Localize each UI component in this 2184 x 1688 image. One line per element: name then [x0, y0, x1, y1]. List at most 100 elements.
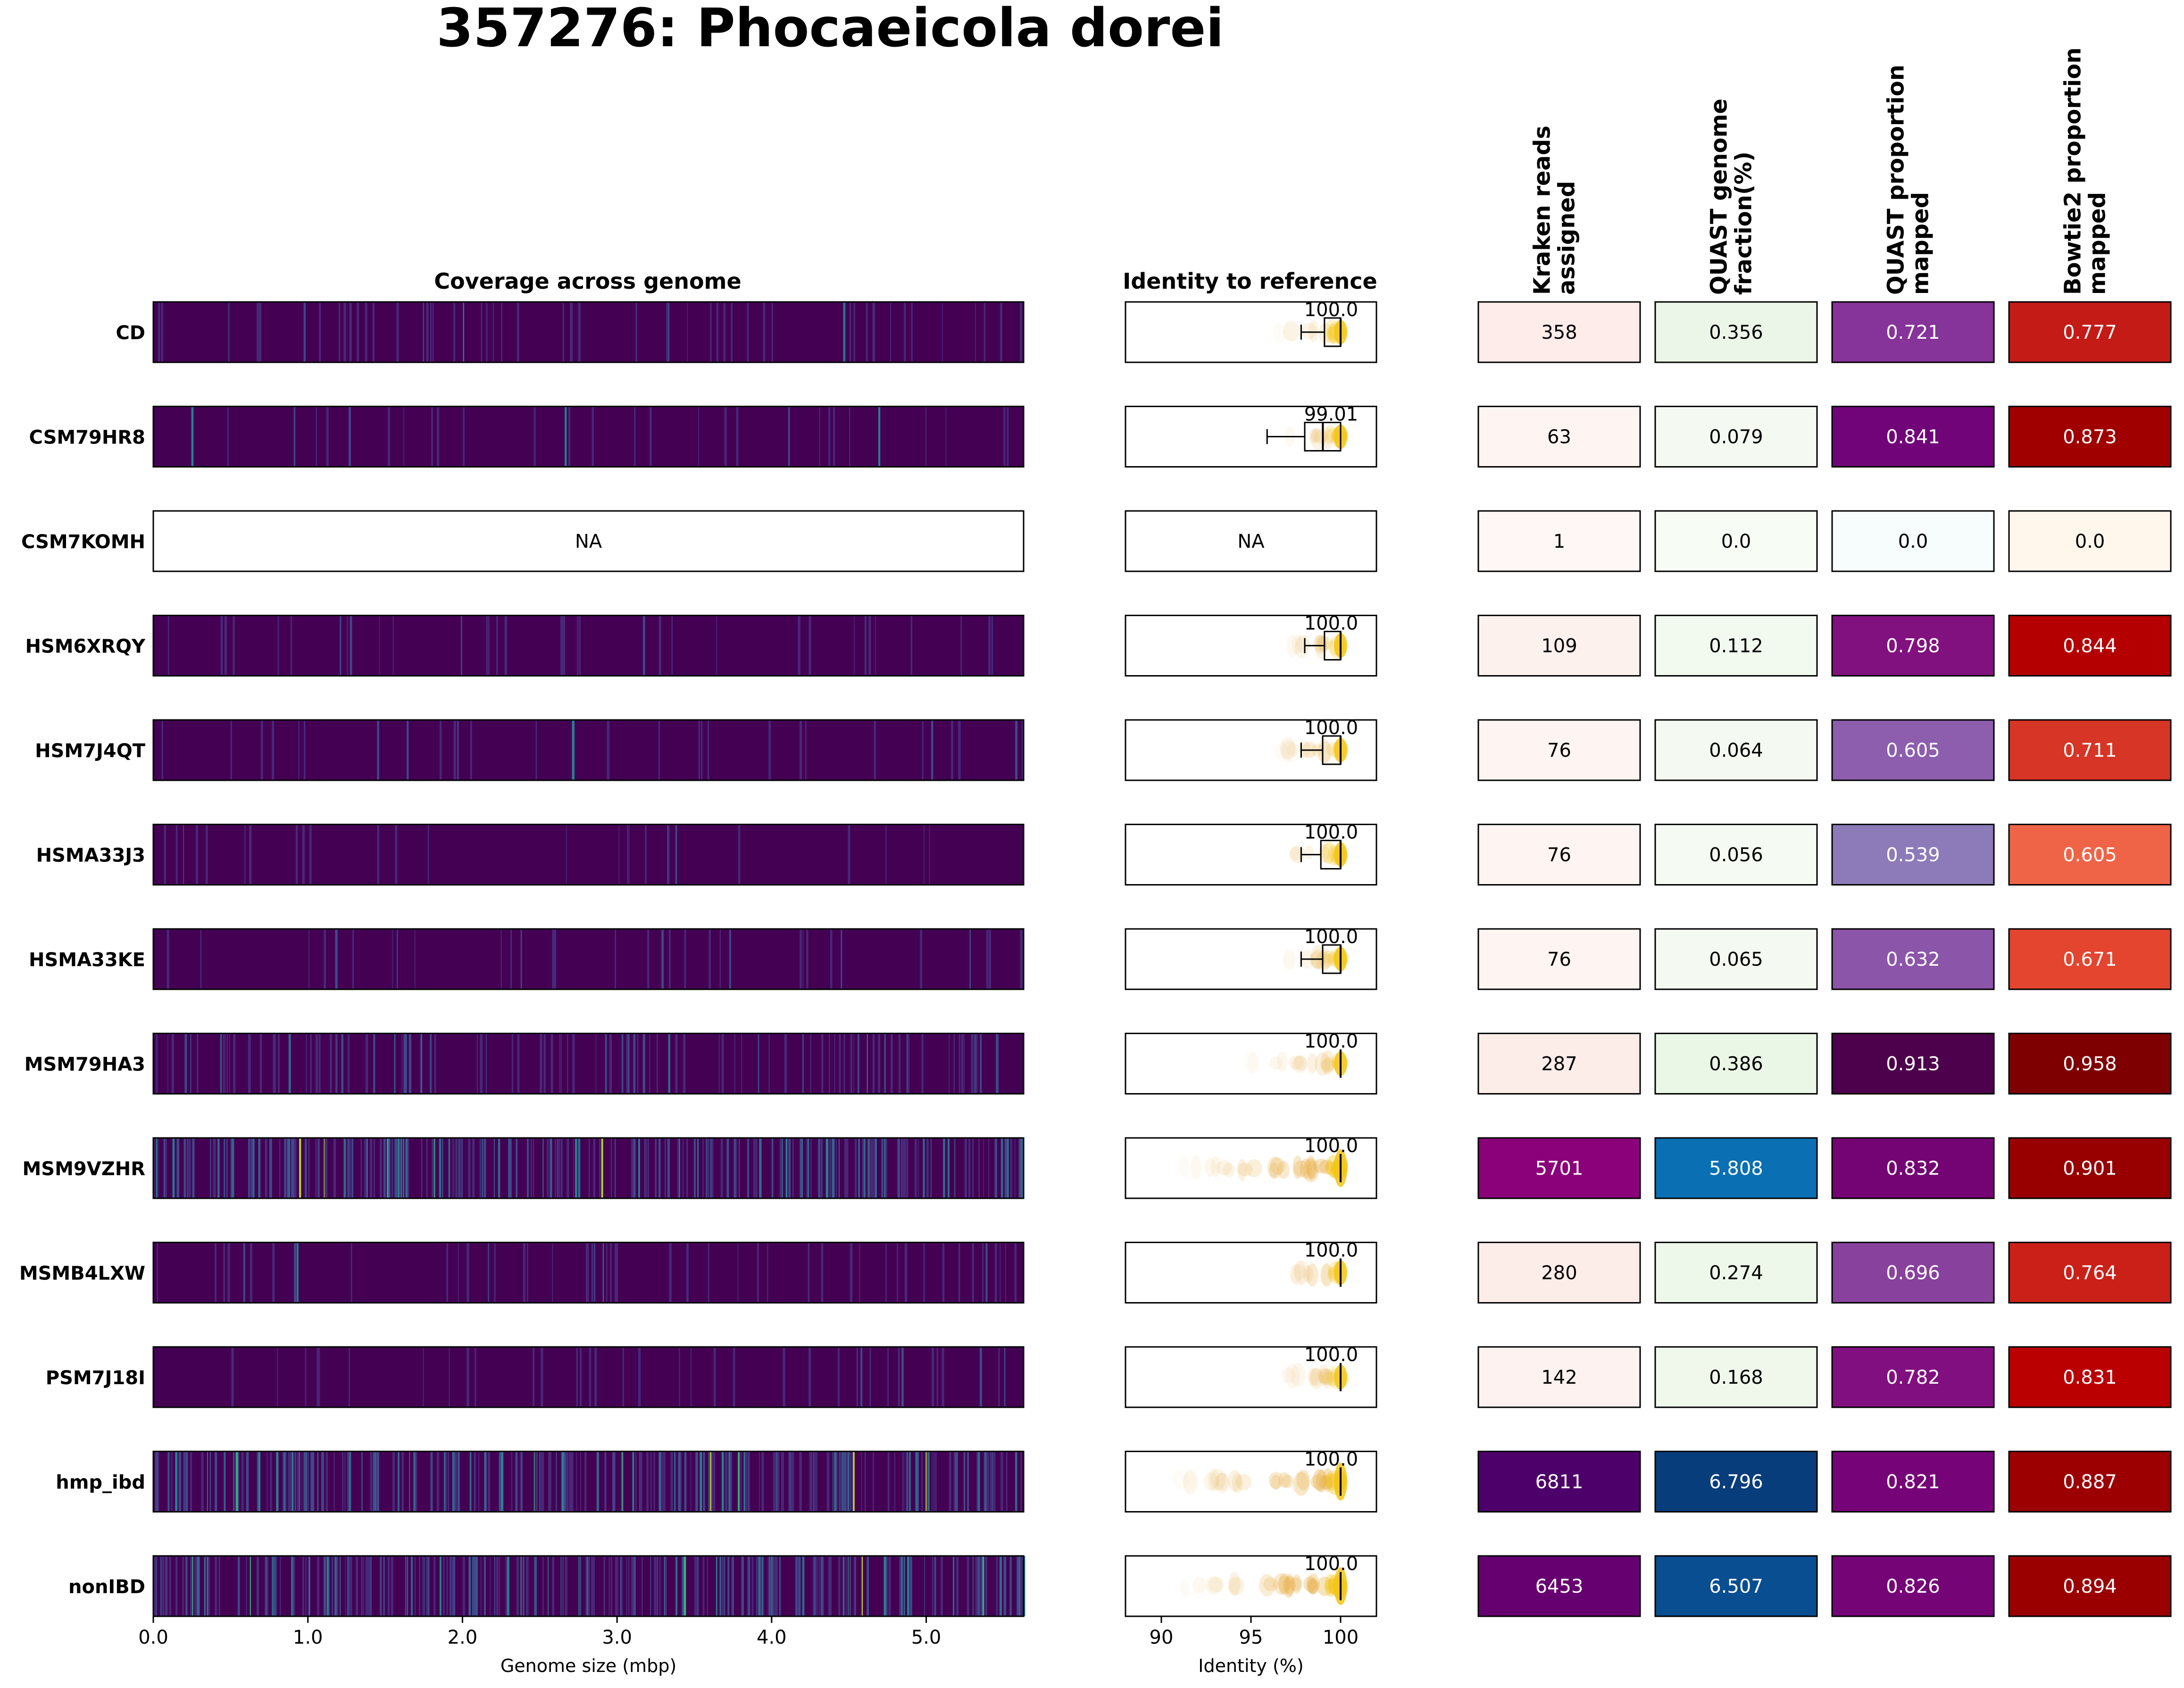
coverage-bar	[655, 1138, 657, 1198]
coverage-bar	[690, 1451, 692, 1512]
identity-point	[1300, 1158, 1312, 1179]
coverage-bar	[577, 615, 579, 676]
coverage-bar	[908, 1033, 910, 1094]
coverage-bar	[331, 1556, 333, 1616]
coverage-bar	[942, 302, 943, 362]
coverage-bar	[932, 1451, 933, 1512]
coverage-bar	[391, 1138, 393, 1198]
coverage-bar	[317, 1451, 318, 1512]
coverage-bar	[678, 1451, 680, 1512]
sample-row: nonIBD 100.0 6453 6.507 0.826 0.894	[68, 1553, 2172, 1617]
metric-value: 0.826	[1886, 1576, 1940, 1597]
coverage-bar	[325, 1451, 328, 1512]
coverage-bar	[1006, 1138, 1008, 1198]
identity-point	[1322, 1370, 1333, 1388]
coverage-bar	[875, 1138, 877, 1198]
coverage-bar	[662, 1451, 665, 1512]
coverage-bar	[1022, 720, 1023, 780]
metric-cell	[1831, 406, 1995, 468]
coverage-bar	[743, 1451, 746, 1512]
coverage-bar	[979, 1556, 981, 1616]
metric-header-line: fraction(%)	[1731, 151, 1757, 295]
identity-point	[1314, 635, 1326, 652]
coverage-bar	[731, 1451, 732, 1512]
coverage-bar	[430, 1451, 433, 1512]
coverage-bar	[562, 1556, 564, 1616]
coverage-bar	[568, 406, 570, 467]
identity-point	[1317, 635, 1330, 652]
coverage-bar	[158, 302, 160, 362]
coverage-bar	[845, 1556, 847, 1616]
coverage-bar	[156, 1556, 157, 1616]
coverage-bar	[248, 1033, 250, 1094]
metric-cell	[2008, 1555, 2172, 1617]
metric-header: QUAST genomefraction(%)	[1706, 99, 1757, 295]
identity-point	[1318, 949, 1331, 969]
coverage-bar	[996, 1033, 999, 1094]
coverage-bar	[978, 1451, 980, 1512]
coverage-bar	[907, 1033, 908, 1094]
identity-point	[1292, 1155, 1303, 1179]
coverage-bar	[878, 1033, 880, 1094]
identity-point	[1263, 1577, 1279, 1591]
coverage-bar	[829, 1556, 831, 1616]
coverage-bar	[373, 1033, 375, 1094]
sample-row: hmp_ibd 100.0 6811 6.796 0.821 0.887	[56, 1449, 2172, 1513]
identity-point	[1303, 1265, 1314, 1283]
coverage-bar	[190, 1556, 192, 1616]
identity-x-tick-label: 90	[1150, 1627, 1174, 1648]
coverage-bar	[259, 1138, 261, 1198]
identity-point	[1319, 1159, 1335, 1175]
coverage-bar	[233, 615, 235, 676]
coverage-bar	[190, 1033, 192, 1094]
coverage-bar	[734, 1033, 735, 1094]
coverage-bar	[703, 1451, 705, 1512]
coverage-bar	[975, 1033, 978, 1094]
coverage-bar	[488, 1242, 489, 1303]
identity-point	[1246, 1159, 1262, 1178]
coverage-bar	[932, 1556, 934, 1616]
coverage-bar	[253, 1138, 255, 1198]
coverage-bar	[500, 1451, 503, 1512]
coverage-bar	[1000, 1451, 1003, 1512]
coverage-bar	[659, 1138, 661, 1198]
coverage-bar	[795, 1556, 798, 1616]
coverage-bar	[869, 1347, 871, 1407]
coverage-bar	[556, 1451, 557, 1512]
coverage-bar	[365, 302, 367, 362]
coverage-bar	[954, 1138, 956, 1198]
coverage-bar	[517, 302, 519, 362]
coverage-bar	[648, 1138, 650, 1198]
coverage-bar	[427, 1556, 428, 1616]
coverage-bar	[810, 1033, 811, 1094]
identity-point	[1208, 1468, 1220, 1492]
identity-point	[1316, 1470, 1328, 1493]
coverage-bar	[987, 1451, 989, 1512]
coverage-bar	[303, 720, 306, 780]
coverage-strip-frame	[152, 824, 1025, 886]
coverage-bar	[800, 720, 802, 780]
identity-point	[1223, 1162, 1235, 1178]
coverage-bar	[747, 1138, 750, 1198]
coverage-bar	[192, 1556, 193, 1616]
coverage-bar	[999, 1556, 1002, 1616]
coverage-bar	[763, 1556, 764, 1616]
coverage-bar	[976, 1451, 977, 1512]
identity-point	[1304, 845, 1314, 860]
coverage-bar	[935, 1451, 937, 1512]
coverage-strip	[153, 1138, 1024, 1198]
coverage-bar	[726, 1451, 728, 1512]
coverage-bar	[533, 1138, 534, 1198]
coverage-bar	[566, 1138, 568, 1198]
metric-value: 0.0	[2075, 531, 2105, 552]
coverage-bar	[708, 1242, 709, 1303]
identity-point	[1237, 1162, 1253, 1176]
coverage-bar	[401, 1451, 404, 1512]
coverage-bar	[349, 1138, 351, 1198]
coverage-bar	[644, 1138, 645, 1198]
coverage-bar	[224, 615, 227, 676]
coverage-bar	[631, 1556, 634, 1616]
coverage-bar	[942, 1347, 944, 1407]
coverage-bar	[373, 1451, 376, 1512]
coverage-bar	[850, 1242, 853, 1303]
